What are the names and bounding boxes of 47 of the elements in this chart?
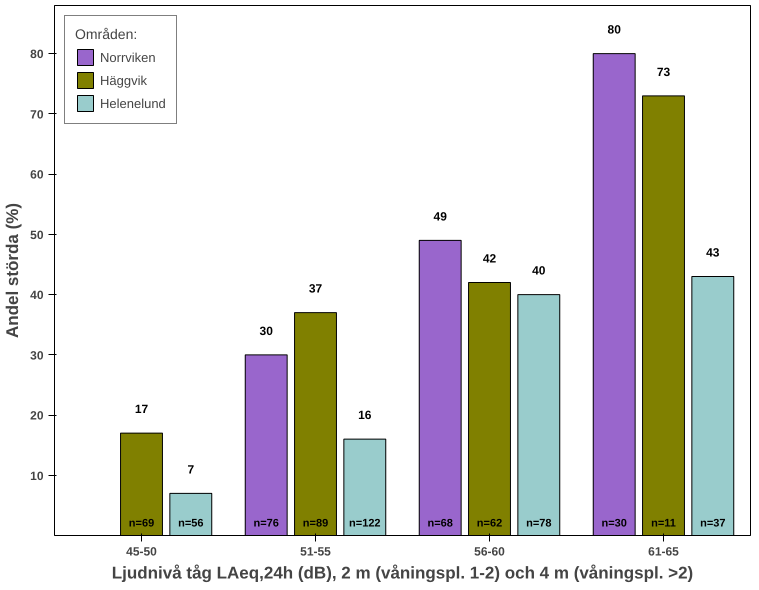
annotation: n=122 <box>349 518 381 530</box>
y-tick-label: 70 <box>30 107 44 122</box>
data-label: 80 <box>608 22 622 37</box>
annotation: n=68 <box>428 518 453 530</box>
annotation: n=11 <box>651 518 676 530</box>
x-tick-label: 56-60 <box>474 544 506 558</box>
annotation: n=76 <box>254 518 279 530</box>
x-axis-title: Ljudnivå tåg LAeq,24h (dB), 2 m (våningspl. 1-2) och 4 m (våningspl. >2) <box>112 564 694 582</box>
y-tick-label: 30 <box>30 348 44 362</box>
annotation: n=56 <box>178 518 204 530</box>
bar <box>244 354 288 536</box>
x-tick-label: 45-50 <box>126 544 158 558</box>
bar <box>517 294 560 536</box>
y-tick-label: 80 <box>30 47 44 62</box>
x-tick-label: 51-55 <box>300 544 332 558</box>
data-label: 42 <box>482 252 496 266</box>
annotation: n=69 <box>128 518 154 530</box>
annotation: n=78 <box>526 518 552 530</box>
y-tick-label: 20 <box>30 408 44 423</box>
data-label: 37 <box>308 282 322 296</box>
bar <box>169 492 212 536</box>
data-label: 43 <box>706 246 720 260</box>
annotation: n=37 <box>700 518 726 530</box>
data-label: 30 <box>260 324 274 338</box>
data-label: 40 <box>532 264 546 278</box>
data-label: 16 <box>358 408 372 422</box>
x-tick-label: 61-65 <box>648 544 680 558</box>
data-label: 7 <box>187 462 194 476</box>
legend-label: Helenelund <box>100 96 166 110</box>
data-label: 73 <box>656 64 670 79</box>
y-tick-label: 40 <box>30 288 44 302</box>
annotation: n=89 <box>302 518 328 530</box>
legend-label: Häggvik <box>100 72 147 88</box>
y-tick-label: 60 <box>30 168 44 182</box>
y-axis-title: Andel störda (%) <box>3 202 22 338</box>
annotation: n=30 <box>602 518 627 530</box>
legend-label: Norrviken <box>100 50 156 64</box>
annotation: n=62 <box>476 518 502 530</box>
bar <box>691 276 734 536</box>
legend-title: Områden: <box>75 26 138 42</box>
data-label: 49 <box>434 209 448 224</box>
bar <box>418 240 462 536</box>
y-tick-label: 50 <box>30 228 44 242</box>
bar <box>343 438 386 536</box>
bar <box>592 53 636 536</box>
y-tick-label: 10 <box>30 468 44 483</box>
data-label: 17 <box>134 402 148 416</box>
